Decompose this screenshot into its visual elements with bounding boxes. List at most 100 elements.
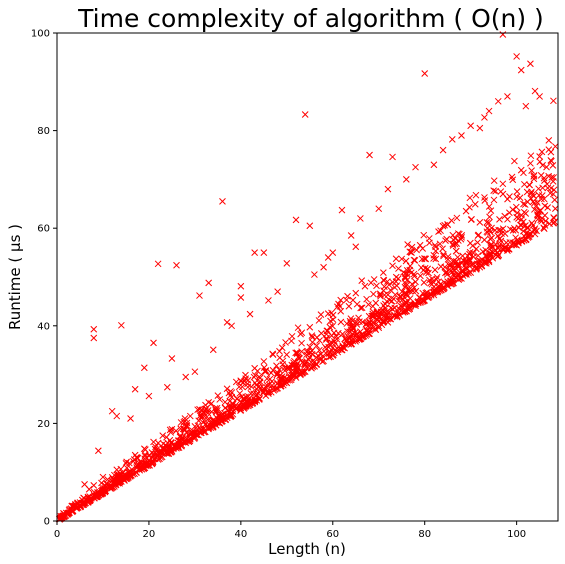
data-point bbox=[419, 266, 427, 274]
data-point bbox=[344, 328, 351, 335]
data-point bbox=[391, 291, 399, 299]
data-point bbox=[317, 311, 325, 318]
data-point bbox=[537, 172, 545, 179]
data-point bbox=[159, 432, 167, 439]
data-point bbox=[370, 290, 377, 298]
data-point bbox=[391, 304, 399, 312]
data-point bbox=[378, 306, 386, 314]
data-point bbox=[543, 163, 550, 171]
data-point bbox=[443, 235, 451, 243]
data-point bbox=[547, 157, 555, 164]
data-point bbox=[76, 499, 84, 506]
data-point bbox=[253, 391, 261, 399]
data-point bbox=[90, 494, 98, 501]
data-point bbox=[334, 348, 342, 356]
data-point bbox=[370, 276, 378, 283]
data-point bbox=[485, 203, 493, 210]
data-point bbox=[276, 347, 283, 355]
data-point bbox=[404, 241, 411, 248]
data-point bbox=[320, 263, 327, 271]
data-point bbox=[504, 93, 511, 100]
data-point bbox=[137, 465, 145, 472]
data-point bbox=[352, 243, 360, 251]
data-point bbox=[422, 255, 429, 263]
data-point bbox=[122, 460, 130, 467]
data-point bbox=[329, 316, 337, 323]
data-point bbox=[189, 429, 197, 437]
data-point bbox=[323, 327, 331, 335]
data-point bbox=[423, 292, 431, 300]
data-point bbox=[104, 476, 111, 483]
data-point bbox=[402, 280, 410, 287]
data-point bbox=[149, 458, 157, 466]
data-point bbox=[157, 454, 165, 461]
data-point bbox=[438, 286, 445, 294]
data-point bbox=[329, 344, 336, 352]
plot-frame bbox=[56, 32, 559, 522]
data-point bbox=[346, 328, 353, 336]
data-point bbox=[385, 315, 393, 322]
data-point bbox=[336, 303, 344, 310]
data-point bbox=[487, 244, 495, 251]
data-point bbox=[299, 359, 306, 367]
data-point bbox=[523, 188, 531, 196]
data-point bbox=[435, 282, 443, 290]
data-point bbox=[298, 339, 305, 347]
data-point bbox=[369, 302, 377, 310]
data-point bbox=[167, 439, 175, 447]
data-point bbox=[410, 256, 418, 264]
data-point bbox=[374, 316, 381, 324]
data-point bbox=[235, 383, 243, 391]
data-point bbox=[283, 379, 291, 387]
data-point bbox=[232, 378, 240, 386]
data-point bbox=[410, 272, 418, 280]
data-point bbox=[347, 333, 355, 341]
data-point bbox=[357, 335, 364, 343]
data-point bbox=[491, 226, 499, 234]
data-point bbox=[306, 222, 314, 230]
data-point bbox=[256, 378, 264, 385]
data-point bbox=[380, 276, 387, 284]
data-point bbox=[476, 263, 484, 271]
data-point bbox=[90, 325, 98, 333]
data-point bbox=[520, 200, 527, 208]
data-point bbox=[223, 385, 231, 393]
data-point bbox=[90, 334, 98, 342]
data-point bbox=[309, 334, 316, 341]
data-point bbox=[402, 176, 410, 183]
data-point bbox=[540, 195, 548, 203]
data-point bbox=[417, 272, 424, 280]
data-point bbox=[333, 335, 341, 343]
data-point bbox=[456, 271, 463, 279]
data-point bbox=[513, 193, 521, 201]
data-point bbox=[545, 146, 553, 153]
data-point bbox=[544, 184, 552, 192]
data-point bbox=[334, 329, 342, 337]
x-tick-label: 80 bbox=[418, 529, 431, 540]
data-point bbox=[260, 358, 268, 365]
data-point bbox=[405, 286, 413, 293]
data-point bbox=[452, 258, 460, 265]
data-point bbox=[373, 309, 381, 317]
data-point bbox=[215, 412, 223, 419]
data-point bbox=[65, 510, 72, 518]
data-point bbox=[439, 285, 447, 293]
data-point bbox=[298, 348, 305, 355]
data-point bbox=[346, 317, 354, 325]
data-point bbox=[308, 332, 316, 340]
data-point bbox=[376, 290, 384, 298]
data-point bbox=[343, 296, 350, 304]
data-point bbox=[380, 317, 388, 325]
data-point bbox=[228, 412, 236, 419]
data-point bbox=[512, 226, 520, 234]
data-point bbox=[395, 297, 403, 305]
data-point bbox=[168, 355, 176, 362]
data-point bbox=[473, 260, 481, 268]
data-point bbox=[487, 241, 494, 249]
data-point bbox=[209, 419, 217, 427]
data-point bbox=[182, 373, 190, 381]
data-point bbox=[452, 274, 459, 281]
data-point bbox=[239, 403, 247, 410]
data-point bbox=[244, 376, 252, 384]
